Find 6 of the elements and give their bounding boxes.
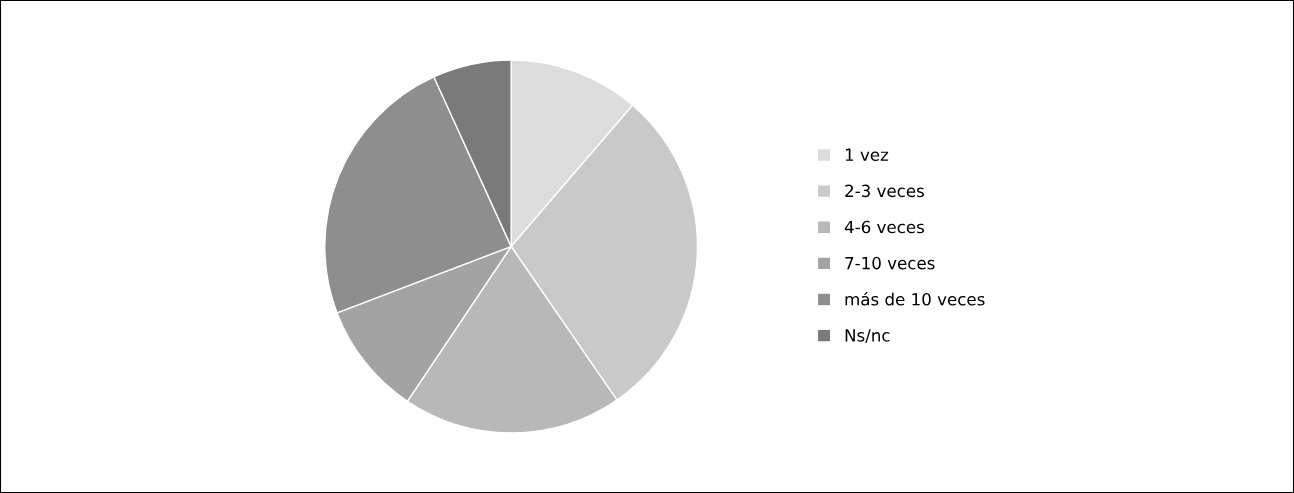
legend-label: Ns/nc bbox=[845, 329, 890, 343]
legend-label: 7-10 veces bbox=[845, 256, 935, 270]
legend-label: 1 vez bbox=[845, 148, 889, 162]
legend-label: 4-6 veces bbox=[844, 220, 924, 234]
legend-label: 2-3 veces bbox=[845, 184, 924, 198]
legend-label: más de 10 veces bbox=[845, 291, 985, 306]
